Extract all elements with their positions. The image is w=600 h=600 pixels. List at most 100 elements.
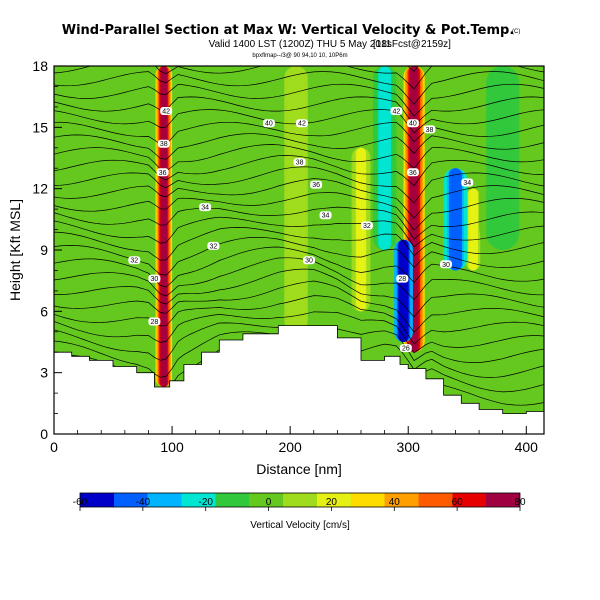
colorbar-scale — [79, 492, 521, 508]
theta-contour-line — [54, 166, 544, 204]
attribution: bpxflmap--/3@ 90 94,10 10, 10P6m — [252, 53, 347, 59]
contour-label: 34 — [461, 178, 474, 187]
contour-label-text: 34 — [201, 205, 209, 212]
contour-label-bg — [396, 274, 409, 283]
theta-contour-line — [54, 133, 544, 160]
contour-label-text: 40 — [265, 121, 273, 128]
theta-contour-line — [54, 311, 544, 354]
x-tick-label: 200 — [278, 439, 302, 455]
y-tick-label: 9 — [40, 242, 48, 258]
terrain-mask — [54, 325, 544, 434]
x-tick-label: 0 — [50, 439, 58, 455]
theta-contour-line — [54, 192, 544, 231]
contour-label: 30 — [303, 256, 316, 265]
theta-contour-line — [54, 178, 544, 219]
chart-subtitle: Valid 1400 LST (1200Z) THU 5 May 2011 — [209, 39, 392, 50]
downdraft-band-6-level-4 — [450, 168, 461, 271]
contour-label-bg — [310, 180, 323, 189]
contour-label: 32 — [360, 221, 373, 230]
colorbar-label: Vertical Velocity [cm/s] — [250, 520, 350, 531]
contour-label: 38 — [423, 125, 436, 134]
theta-contour-line — [54, 83, 544, 117]
contour-label-bg — [319, 211, 332, 220]
contour-label-text: 38 — [296, 160, 304, 167]
contour-label-bg — [440, 260, 452, 269]
contour-label-text: 40 — [409, 121, 417, 128]
contour-label-text: 36 — [312, 182, 320, 189]
theta-contour-line — [54, 216, 544, 248]
y-tick-label: 18 — [32, 58, 48, 74]
contour-label-bg — [423, 125, 436, 134]
y-tick-label: 15 — [32, 119, 48, 135]
x-tick-label: 300 — [397, 439, 421, 455]
contour-label-bg — [406, 168, 419, 177]
contour-label-text: 36 — [409, 170, 417, 177]
contour-label-text: 28 — [398, 276, 406, 283]
contour-label: 32 — [207, 241, 220, 250]
theta-contour-line — [54, 280, 544, 333]
contour-label: 42 — [390, 106, 403, 115]
x-axis-label: Distance [nm] — [256, 461, 342, 477]
contour-label: 36 — [156, 168, 169, 177]
y-axis-label: Height [Kft MSL] — [7, 199, 23, 301]
contour-label-bg — [199, 203, 212, 212]
contour-label: 42 — [160, 106, 173, 115]
theta-contour-line — [54, 206, 544, 240]
colorbar-tick-label: -40 — [136, 497, 151, 508]
colorbar-tick-label: 0 — [266, 497, 272, 508]
theta-contour-line — [54, 121, 544, 145]
y-tick-label: 12 — [32, 181, 48, 197]
colorbar: -60 -40 -20 0 20 40 60 80 — [73, 492, 526, 511]
theta-contour-line — [54, 268, 544, 318]
contour-labels: 42 38 36 34 32 32 30 28 40 42 38 36 34 30 32 42 40 38 36 34… — [128, 106, 474, 353]
contour-label-bg — [399, 344, 412, 353]
contour-label-bg — [390, 106, 403, 115]
theta-contour-line — [54, 155, 544, 187]
contour-label-text: 26 — [402, 346, 410, 353]
contour-label: 28 — [148, 317, 161, 326]
contour-label-bg — [156, 168, 169, 177]
contour-label-text: 32 — [363, 223, 371, 230]
contour-label: 34 — [199, 203, 212, 212]
contour-label: 30 — [148, 274, 161, 283]
colorbar-tick-label: 40 — [389, 497, 401, 508]
contour-label-bg — [148, 274, 161, 283]
plot-area: 42 38 36 34 32 32 30 28 40 42 38 36 34 30 32 42 40 38 36 34… — [54, 66, 544, 434]
contour-label-text: 30 — [150, 276, 158, 283]
contour-label: 38 — [157, 139, 170, 148]
theta-contour-line — [54, 96, 544, 126]
contour-label-bg — [207, 241, 220, 250]
contour-label: 28 — [396, 274, 409, 283]
theta-contour-line — [54, 227, 544, 261]
updraft-band-2-level-4 — [470, 188, 476, 271]
colorbar-tick-label: 60 — [452, 497, 464, 508]
subtitle-tag: [18sFcst@2159z] — [373, 39, 451, 50]
contour-label: 42 — [295, 119, 308, 128]
contour-label-text: 34 — [463, 180, 471, 187]
contour-label-text: 32 — [209, 243, 217, 250]
colorbar-tick-label: 20 — [326, 497, 338, 508]
contour-label: 30 — [440, 260, 452, 269]
contour-label-bg — [128, 256, 141, 265]
y-tick-label: 3 — [40, 365, 48, 381]
contour-label: 26 — [399, 344, 412, 353]
contour-label-bg — [295, 119, 308, 128]
contour-label: 36 — [310, 180, 323, 189]
contour-label-bg — [157, 139, 170, 148]
title-badge: (C) — [512, 29, 520, 35]
y-tick-label: 0 — [40, 426, 48, 442]
contour-label: 40 — [262, 119, 275, 128]
contour-label-text: 34 — [322, 213, 330, 220]
colorbar-tick-label: -60 — [73, 497, 88, 508]
contour-label: 32 — [128, 256, 141, 265]
updraft-band-4-level-4 — [291, 66, 301, 332]
theta-contour-line — [54, 295, 544, 345]
contour-label-text: 30 — [305, 258, 313, 265]
theta-contour-line — [54, 144, 544, 172]
x-tick-label: 100 — [160, 439, 184, 455]
y-tick-label: 6 — [40, 303, 48, 319]
theta-contour-line — [54, 246, 544, 288]
contour-label-bg — [293, 158, 306, 167]
